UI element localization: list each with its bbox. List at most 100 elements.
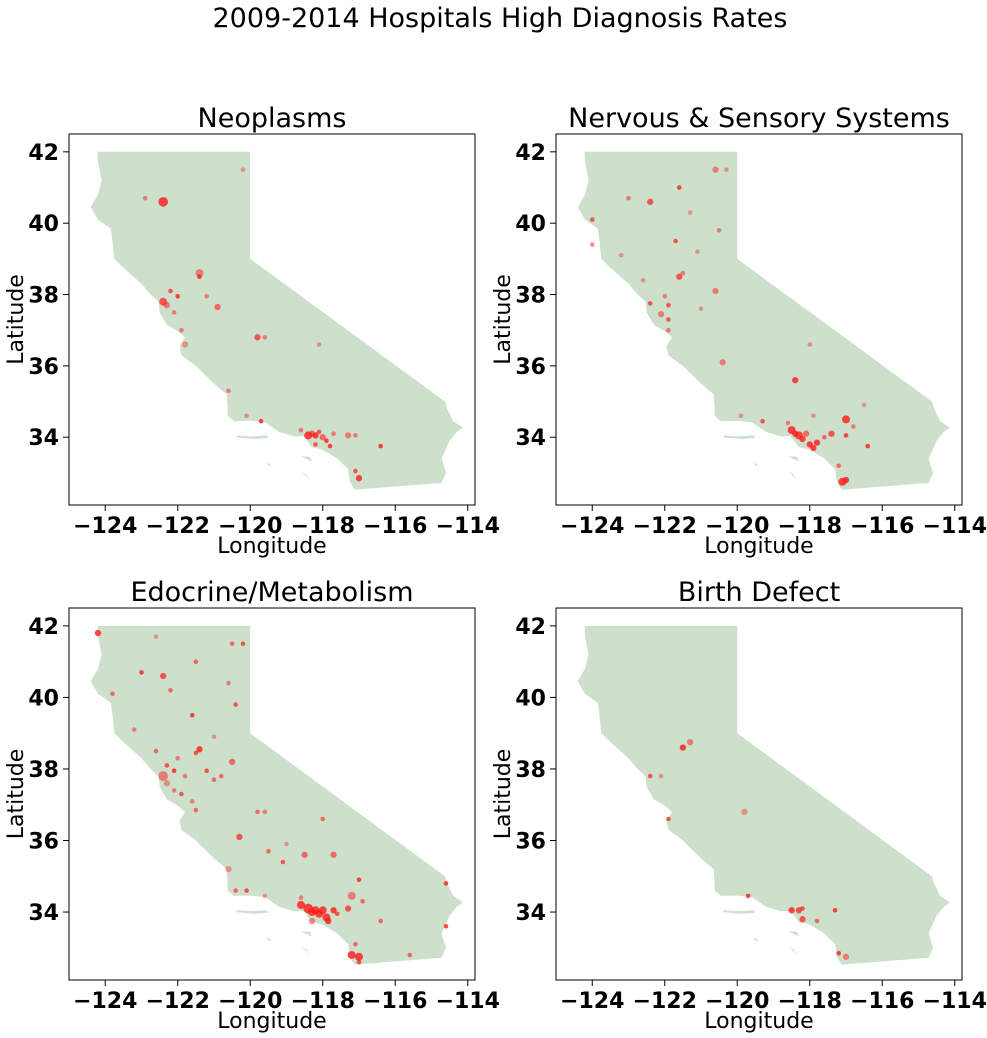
hospital-point: [716, 228, 722, 233]
island-1: [788, 456, 799, 462]
island-0: [235, 435, 269, 439]
hospital-point: [738, 413, 744, 419]
x-tick-label: −114: [436, 514, 500, 539]
hospital-point: [171, 768, 177, 773]
hospital-point: [190, 713, 195, 718]
x-tick-label: −116: [363, 989, 427, 1014]
x-tick-label: −120: [218, 989, 282, 1014]
hospital-point: [229, 641, 235, 647]
hospital-point: [695, 249, 700, 254]
y-tick-label: 42: [515, 615, 546, 640]
hospital-point: [280, 859, 286, 865]
hospital-point: [330, 907, 337, 914]
hospital-point: [204, 768, 209, 773]
hospital-point: [175, 755, 180, 761]
hospital-point: [182, 773, 188, 779]
hospital-point: [327, 443, 333, 449]
hospital-point: [233, 702, 238, 707]
hospital-point: [313, 442, 318, 447]
hospital-point: [799, 435, 806, 443]
hospital-point: [193, 750, 199, 756]
hospital-point: [760, 418, 765, 424]
y-tick-label: 36: [28, 355, 59, 380]
panel-title: Neoplasms: [198, 103, 347, 134]
x-axis-label: Longitude: [704, 1009, 813, 1034]
y-axis-label: Latitude: [491, 274, 516, 365]
island-3: [753, 937, 759, 941]
x-tick-label: −122: [633, 989, 697, 1014]
hospital-point: [407, 952, 413, 958]
hospital-point: [724, 167, 729, 172]
hospital-point: [204, 294, 209, 299]
panel-title: Nervous & Sensory Systems: [568, 103, 950, 134]
island-2: [301, 471, 311, 480]
hospital-point: [325, 917, 332, 925]
hospital-point: [211, 734, 217, 740]
hospital-point: [153, 748, 159, 754]
hospital-point: [255, 809, 260, 815]
y-tick-label: 34: [28, 901, 59, 926]
y-tick-label: 42: [28, 615, 59, 640]
hospital-point: [355, 952, 363, 961]
hospital-point: [813, 439, 821, 446]
hospital-point: [228, 758, 236, 765]
panel-birth-defect: −124 −122 −120 −118 −116 −114 34 36 38 40 42 Birth …: [491, 577, 987, 1034]
hospital-point: [236, 833, 243, 841]
hospital-point: [240, 641, 246, 647]
hospital-point: [590, 242, 595, 247]
x-tick-label: −120: [705, 989, 769, 1014]
hospital-point: [158, 771, 169, 781]
y-tick-label: 34: [515, 901, 546, 926]
axes-frame: [68, 133, 476, 506]
x-tick-label: −120: [218, 514, 282, 539]
hospital-point: [788, 907, 795, 914]
hospital-point: [443, 924, 449, 929]
island-1: [301, 456, 312, 462]
hospital-point: [828, 430, 835, 437]
hospital-point: [344, 905, 352, 912]
hospital-point: [712, 287, 719, 295]
hospital-point: [226, 680, 231, 686]
x-axis-label: Longitude: [217, 534, 326, 559]
california-landmass: [577, 625, 950, 965]
hospital-point: [131, 727, 137, 732]
y-axis-label: Latitude: [4, 749, 29, 840]
hospital-point: [330, 851, 337, 858]
hospital-point: [298, 427, 304, 433]
y-tick-label: 40: [515, 686, 546, 711]
hospital-point: [171, 788, 177, 793]
hospital-point: [666, 302, 671, 308]
y-axis-label: Latitude: [491, 749, 516, 840]
hospital-point: [324, 438, 329, 444]
hospital-point: [647, 773, 653, 779]
hospital-point: [353, 468, 358, 474]
hospital-point: [640, 278, 646, 283]
hospital-point: [378, 918, 384, 924]
hospital-point: [811, 413, 816, 419]
hospital-point: [807, 342, 813, 347]
x-tick-label: −114: [923, 514, 987, 539]
x-tick-label: −114: [436, 989, 500, 1014]
x-tick-label: −122: [633, 514, 697, 539]
hospital-point: [356, 877, 362, 883]
hospital-point: [320, 816, 326, 822]
hospital-point: [785, 420, 791, 426]
hospital-point: [179, 791, 184, 797]
panel-nervous-sensory: −124 −122 −120 −118 −116 −114 34 36 38 40 42 Nervou…: [491, 103, 987, 559]
hospital-point: [355, 475, 363, 482]
hospital-point: [626, 195, 631, 201]
hospital-point: [168, 688, 173, 693]
hospital-point: [356, 959, 362, 965]
panel-title: Edocrine/Metabolism: [130, 577, 413, 608]
hospital-point: [851, 424, 856, 429]
hospital-point: [712, 166, 719, 173]
hospital-point: [181, 341, 189, 348]
hospital-point: [647, 301, 653, 306]
island-1: [301, 931, 312, 937]
island-1: [788, 931, 799, 937]
hospital-point: [319, 434, 326, 441]
y-tick-label: 38: [28, 284, 59, 309]
hospital-point: [666, 327, 671, 333]
axes-frame: [555, 133, 963, 506]
hospital-point: [164, 763, 170, 768]
